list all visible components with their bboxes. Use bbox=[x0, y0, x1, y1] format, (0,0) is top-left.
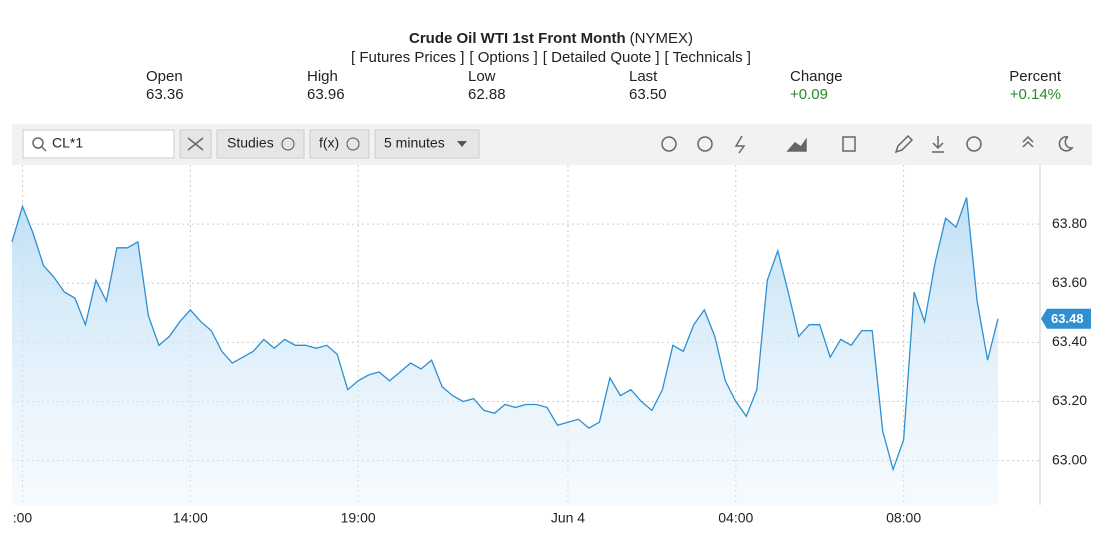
x-tick-label: 04:00 bbox=[718, 510, 753, 526]
theme-icon[interactable] bbox=[1058, 136, 1074, 152]
search-icon bbox=[32, 137, 44, 149]
title: Crude Oil WTI 1st Front Month (NYMEX) bbox=[409, 30, 693, 47]
quote-value: 63.50 bbox=[629, 86, 667, 103]
draw-icon[interactable] bbox=[734, 135, 746, 154]
collapse-icon[interactable] bbox=[1022, 135, 1034, 148]
layout-icon[interactable] bbox=[842, 136, 856, 152]
x-tick-label: 14:00 bbox=[173, 510, 208, 526]
dropdown-icon bbox=[457, 141, 467, 147]
x-tick-label: Jun 4 bbox=[551, 510, 585, 526]
quote-value: +0.09 bbox=[790, 86, 828, 103]
link[interactable]: [ Technicals ] bbox=[665, 49, 751, 66]
quote-label: Percent bbox=[1009, 68, 1062, 85]
download-icon[interactable] bbox=[932, 136, 944, 153]
y-tick-label: 63.00 bbox=[1052, 451, 1087, 467]
quote-label: High bbox=[307, 68, 338, 85]
plus-icon bbox=[281, 137, 295, 151]
redo-icon[interactable] bbox=[697, 136, 713, 152]
quote-label: Last bbox=[629, 68, 658, 85]
quote-value: 63.96 bbox=[307, 86, 345, 103]
undo-icon[interactable] bbox=[661, 136, 677, 152]
y-tick-label: 63.20 bbox=[1052, 392, 1087, 408]
symbol: CL*1 bbox=[52, 135, 83, 151]
last-price-label: 63.48 bbox=[1051, 311, 1084, 326]
search-icon bbox=[41, 146, 47, 152]
links: [ Futures Prices ] [ Options ] [ Detailed … bbox=[351, 49, 751, 66]
compare-icon bbox=[187, 137, 204, 151]
exchange: (NYMEX) bbox=[630, 30, 693, 47]
x-tick-label: 08:00 bbox=[886, 510, 921, 526]
x-tick-label: :00 bbox=[13, 510, 33, 526]
quote-value: 62.88 bbox=[468, 86, 506, 103]
link[interactable]: [ Detailed Quote ] bbox=[543, 49, 660, 66]
fx-label: f(x) bbox=[319, 135, 339, 151]
last-price-badge bbox=[1041, 308, 1091, 329]
chart: 63.00 63.20 63.40 63.60 63.80 :00 14:00 19:00 Ju… bbox=[11, 165, 1091, 526]
title-name: Crude Oil WTI 1st Front Month bbox=[409, 30, 626, 47]
quote-label: Change bbox=[790, 68, 843, 85]
y-tick-label: 63.60 bbox=[1052, 274, 1087, 290]
y-tick-label: 63.80 bbox=[1052, 215, 1087, 231]
quote-value: 63.36 bbox=[146, 86, 184, 103]
plus-icon bbox=[346, 137, 360, 151]
symbol-input[interactable] bbox=[22, 129, 175, 159]
area-fill bbox=[12, 197, 998, 505]
pencil-icon[interactable] bbox=[894, 134, 914, 154]
price-line bbox=[11, 197, 999, 472]
quote-label: Open bbox=[146, 68, 183, 85]
y-tick-label: 63.40 bbox=[1052, 333, 1087, 349]
toolbar-icons bbox=[661, 134, 1074, 154]
chart-type-icon[interactable] bbox=[786, 137, 807, 152]
settings-icon[interactable] bbox=[966, 136, 982, 152]
studies-label: Studies bbox=[227, 135, 274, 151]
link[interactable]: [ Options ] bbox=[469, 49, 537, 66]
x-tick-label: 19:00 bbox=[341, 510, 376, 526]
link[interactable]: [ Futures Prices ] bbox=[351, 49, 464, 66]
quote-label: Low bbox=[468, 68, 496, 85]
interval-label: 5 minutes bbox=[384, 135, 445, 151]
studies-button[interactable] bbox=[216, 129, 305, 159]
quote-value: +0.14% bbox=[1010, 86, 1061, 103]
